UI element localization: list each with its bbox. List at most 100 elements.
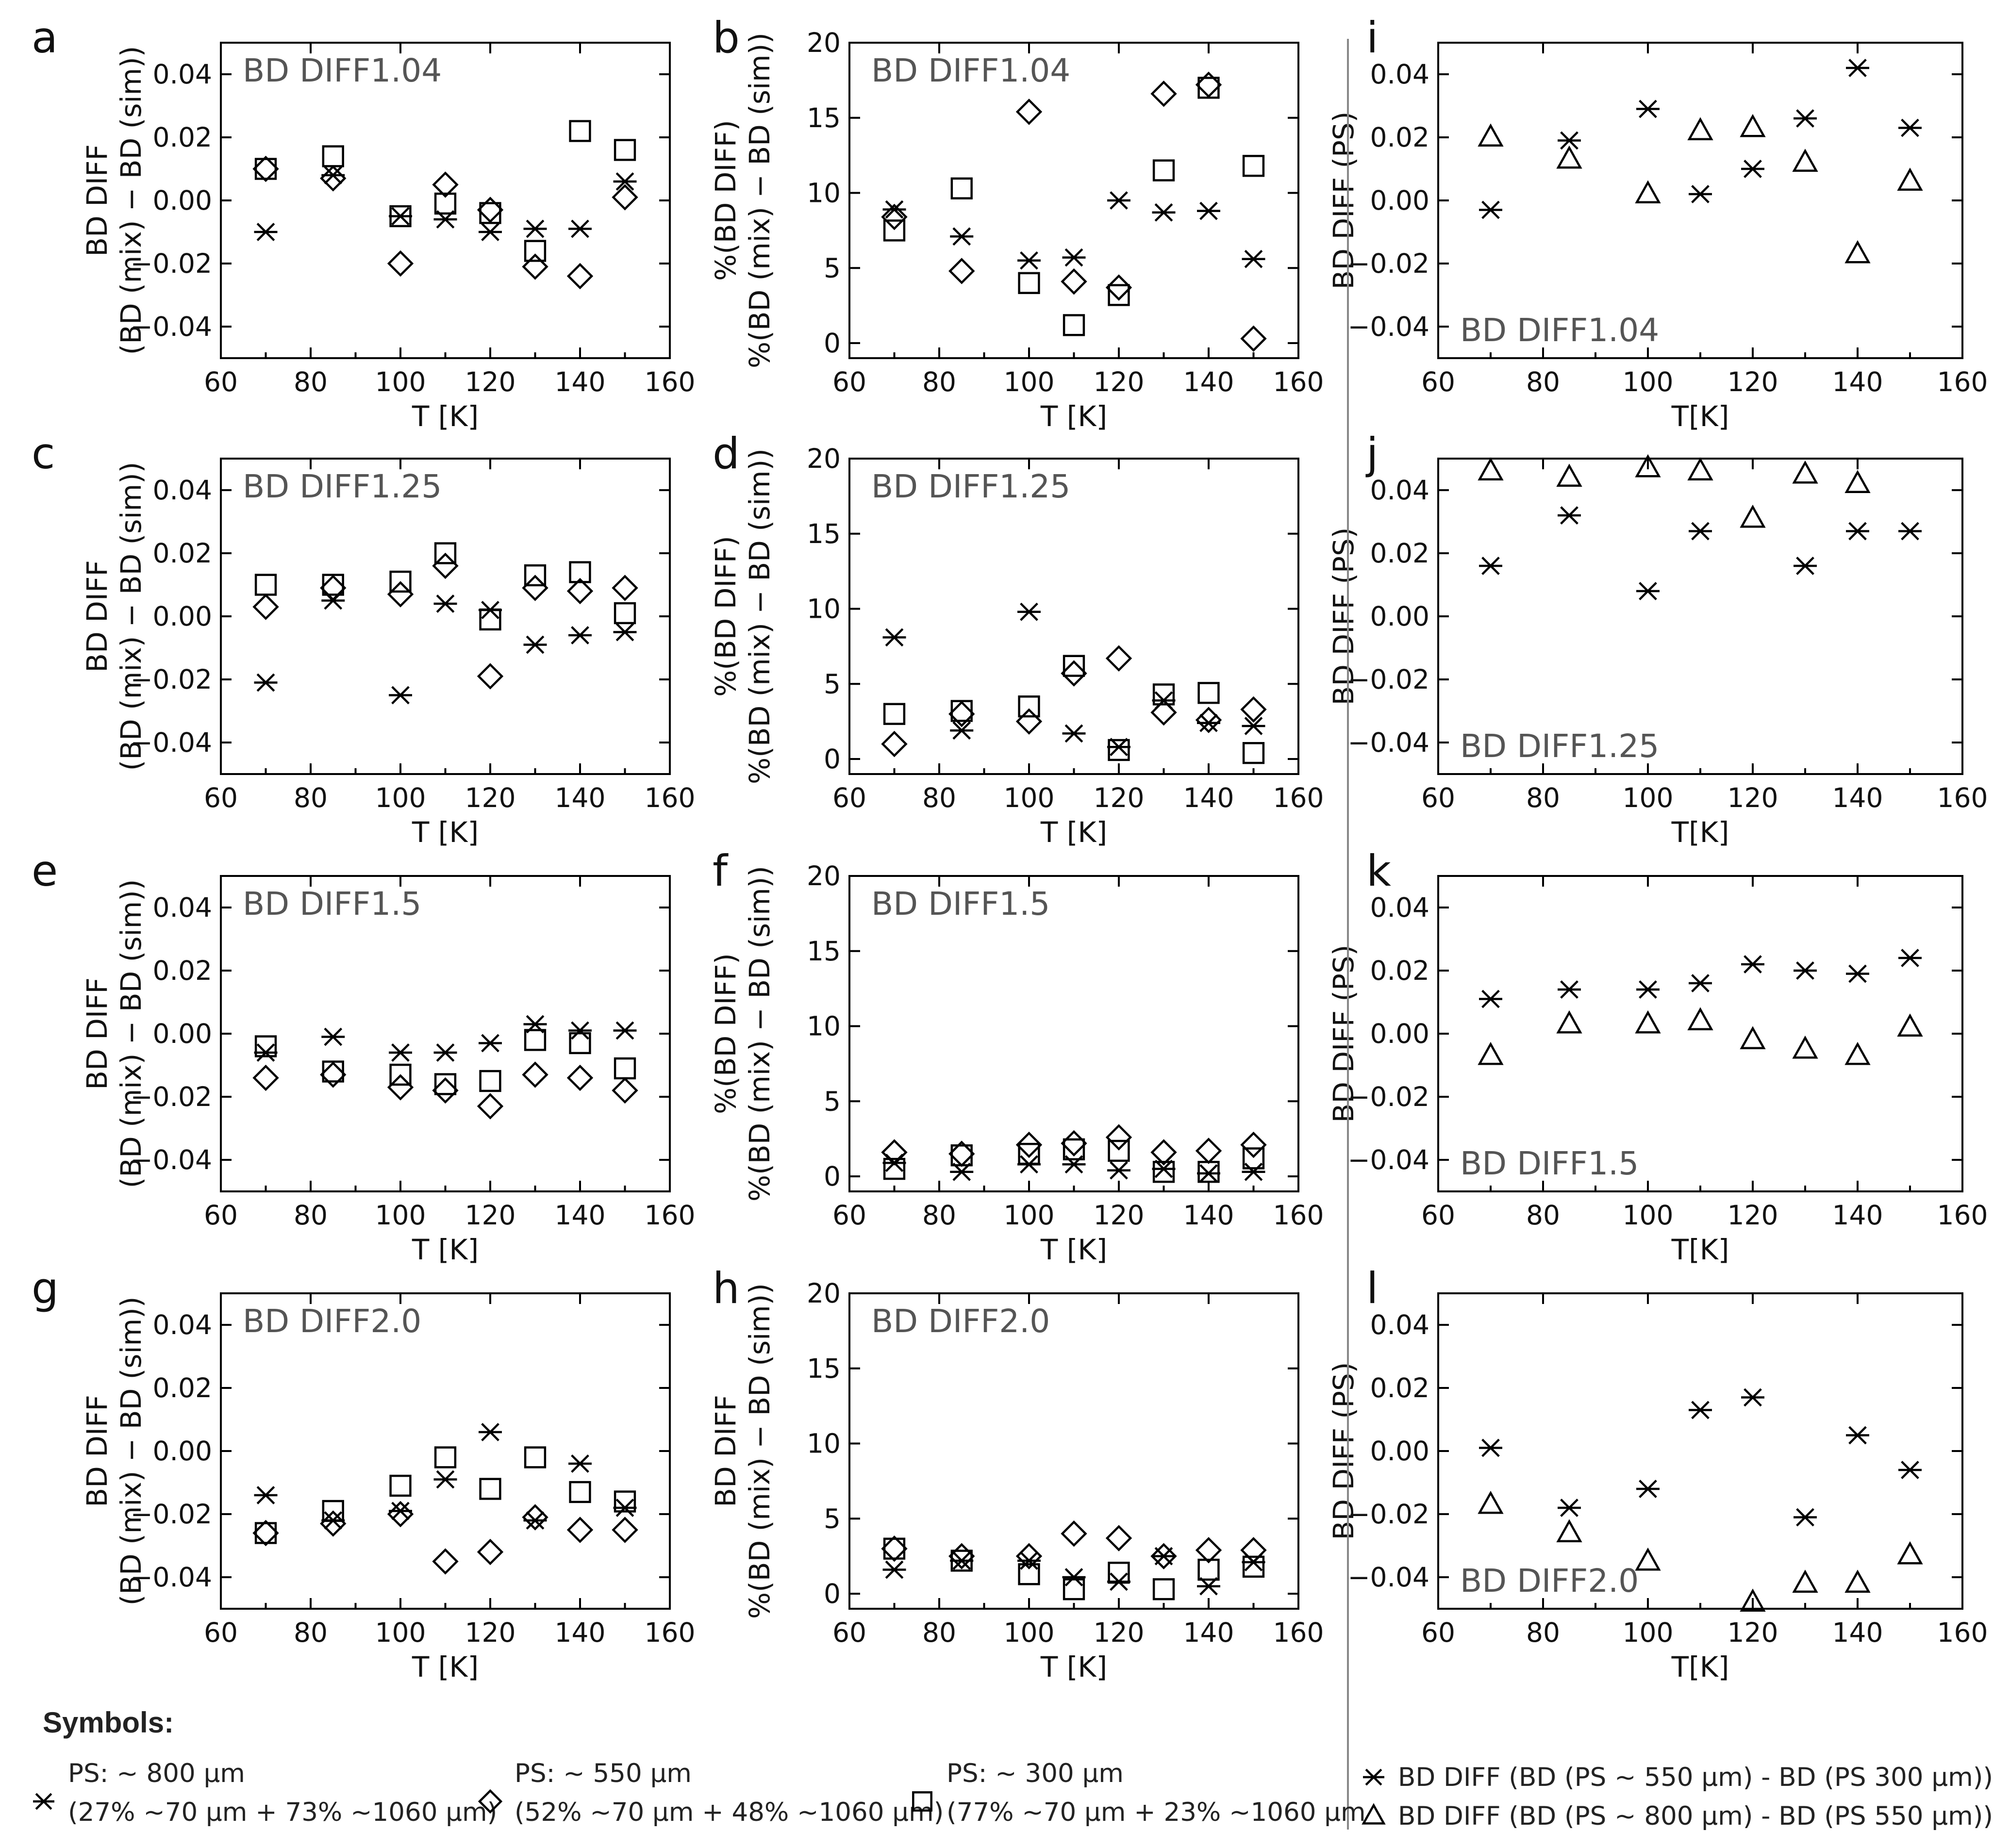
data-point-square: [1108, 1139, 1130, 1162]
x-axis-label: T[K]: [1671, 400, 1729, 433]
data-point-triangle: [1635, 180, 1661, 204]
data-point-diamond: [1105, 1124, 1132, 1151]
x-tick-label: 140: [1183, 366, 1234, 397]
data-point-asterisk: [1242, 249, 1265, 268]
data-point-triangle: [1687, 457, 1713, 481]
data-point-diamond: [522, 253, 548, 280]
data-point-square: [322, 1060, 344, 1083]
data-point-asterisk: [1794, 557, 1817, 575]
y-tick-label: 0.04: [153, 1309, 212, 1340]
y-axis-label: BD DIFF (PS): [1327, 1362, 1360, 1540]
data-point-diamond: [1015, 1131, 1043, 1158]
data-point-asterisk: [1479, 990, 1502, 1008]
y-tick-label: 15: [807, 102, 841, 133]
y-axis-label-top: %(BD DIFF): [709, 536, 742, 697]
x-tick-label: 60: [204, 1617, 238, 1648]
data-point-asterisk: [479, 1423, 502, 1441]
x-tick-label: 80: [294, 782, 328, 813]
y-tick-label: 0.04: [1370, 1309, 1429, 1340]
data-point-triangle: [1740, 1588, 1766, 1612]
x-tick-label: 160: [1937, 1200, 1988, 1231]
data-point-diamond: [252, 1064, 279, 1091]
y-tick-label: 0: [824, 1161, 841, 1192]
data-point-asterisk: [1197, 201, 1220, 220]
data-point-square: [254, 158, 277, 180]
panel-title: BD DIFF2.0: [243, 1303, 421, 1340]
data-point-asterisk: [254, 1486, 278, 1504]
data-point-asterisk: [1689, 1401, 1712, 1419]
data-point-asterisk: [882, 628, 906, 647]
x-tick-label: 60: [1421, 1617, 1455, 1648]
x-tick-label: 120: [1094, 782, 1145, 813]
y-axis-label-top: BD DIFF: [81, 144, 114, 256]
y-tick-label: −0.02: [1347, 1081, 1429, 1112]
x-tick-label: 120: [465, 366, 516, 397]
x-tick-label: 60: [832, 1617, 866, 1648]
data-point-square: [322, 1500, 344, 1522]
x-tick-label: 80: [922, 366, 956, 397]
plot-frame: [220, 875, 671, 1192]
x-tick-label: 100: [375, 782, 426, 813]
data-point-asterisk: [950, 721, 974, 740]
y-tick-label: 0.02: [153, 1372, 212, 1403]
data-point-asterisk: [1898, 522, 1922, 541]
data-point-diamond: [387, 250, 414, 277]
data-point-asterisk: [1242, 1162, 1265, 1181]
data-point-asterisk: [1689, 522, 1712, 541]
x-tick-label: 100: [375, 1617, 426, 1648]
legend-item-right: BD DIFF (BD (PS ~ 550 µm) - BD (PS 300 µ…: [1398, 1763, 1993, 1792]
panel-f: 60 80 100 120 140 160 0 5 10 15 20 T [K] %(BD DIFF)%…: [709, 846, 1324, 1266]
panel-letter: c: [32, 429, 55, 478]
data-point-square: [1197, 682, 1220, 704]
data-point-asterisk: [1741, 955, 1764, 974]
x-tick-label: 80: [1526, 1617, 1560, 1648]
x-tick-label: 140: [555, 1617, 606, 1648]
panel-title: BD DIFF2.0: [1460, 1562, 1639, 1600]
x-tick-label: 60: [1421, 366, 1455, 397]
data-point-triangle: [1635, 1547, 1661, 1571]
x-axis-label: T[K]: [1671, 816, 1729, 849]
y-tick-label: 0.00: [153, 185, 212, 216]
data-point-asterisk: [1152, 203, 1176, 222]
y-axis-label: BD DIFF (PS): [1327, 112, 1360, 290]
y-tick-label: 0.04: [153, 892, 212, 923]
y-tick-label: 0.00: [1370, 1436, 1429, 1467]
data-point-asterisk: [1794, 961, 1817, 980]
data-point-asterisk: [1558, 506, 1581, 525]
data-point-asterisk: [479, 1034, 502, 1053]
data-point-diamond: [320, 165, 347, 192]
panel-title: BD DIFF1.04: [1460, 312, 1659, 349]
panel-title: BD DIFF1.5: [871, 885, 1050, 923]
data-point-square: [1152, 1161, 1175, 1183]
y-tick-label: 20: [807, 1278, 841, 1309]
y-tick-label: 0.00: [1370, 185, 1429, 216]
data-point-diamond: [320, 575, 347, 601]
x-tick-label: 80: [922, 1200, 956, 1231]
y-tick-label: 0.02: [1370, 538, 1429, 569]
y-axis-label-top: %(BD DIFF): [709, 120, 742, 281]
y-tick-label: 0.00: [153, 1436, 212, 1467]
x-tick-label: 60: [204, 366, 238, 397]
data-point-diamond: [432, 1077, 459, 1104]
y-tick-label: −0.02: [130, 248, 212, 279]
data-point-diamond: [1195, 707, 1222, 733]
legend: Symbols: PS: ~ 800 µm (27% ~70 µm + 73% ~1…: [33, 1706, 1993, 1831]
data-point-square: [1242, 1147, 1265, 1170]
panel-letter: b: [713, 13, 740, 63]
data-point-square: [389, 1063, 412, 1086]
legend-marker-asterisk: [1363, 1768, 1384, 1786]
x-tick-label: 140: [1832, 782, 1883, 813]
x-tick-label: 100: [1623, 1617, 1674, 1648]
y-tick-label: 20: [807, 860, 841, 891]
x-axis-label: T [K]: [1040, 1233, 1107, 1266]
data-point-diamond: [948, 1543, 975, 1569]
x-tick-label: 120: [465, 1200, 516, 1231]
data-point-asterisk: [389, 1043, 412, 1062]
y-tick-label: 5: [824, 668, 841, 699]
y-tick-label: 15: [807, 936, 841, 967]
data-point-square: [254, 574, 277, 596]
data-point-square: [1063, 655, 1085, 677]
x-axis-label: T [K]: [412, 1233, 479, 1266]
panel-letter: k: [1366, 846, 1391, 896]
panel-title: BD DIFF1.04: [243, 52, 442, 89]
